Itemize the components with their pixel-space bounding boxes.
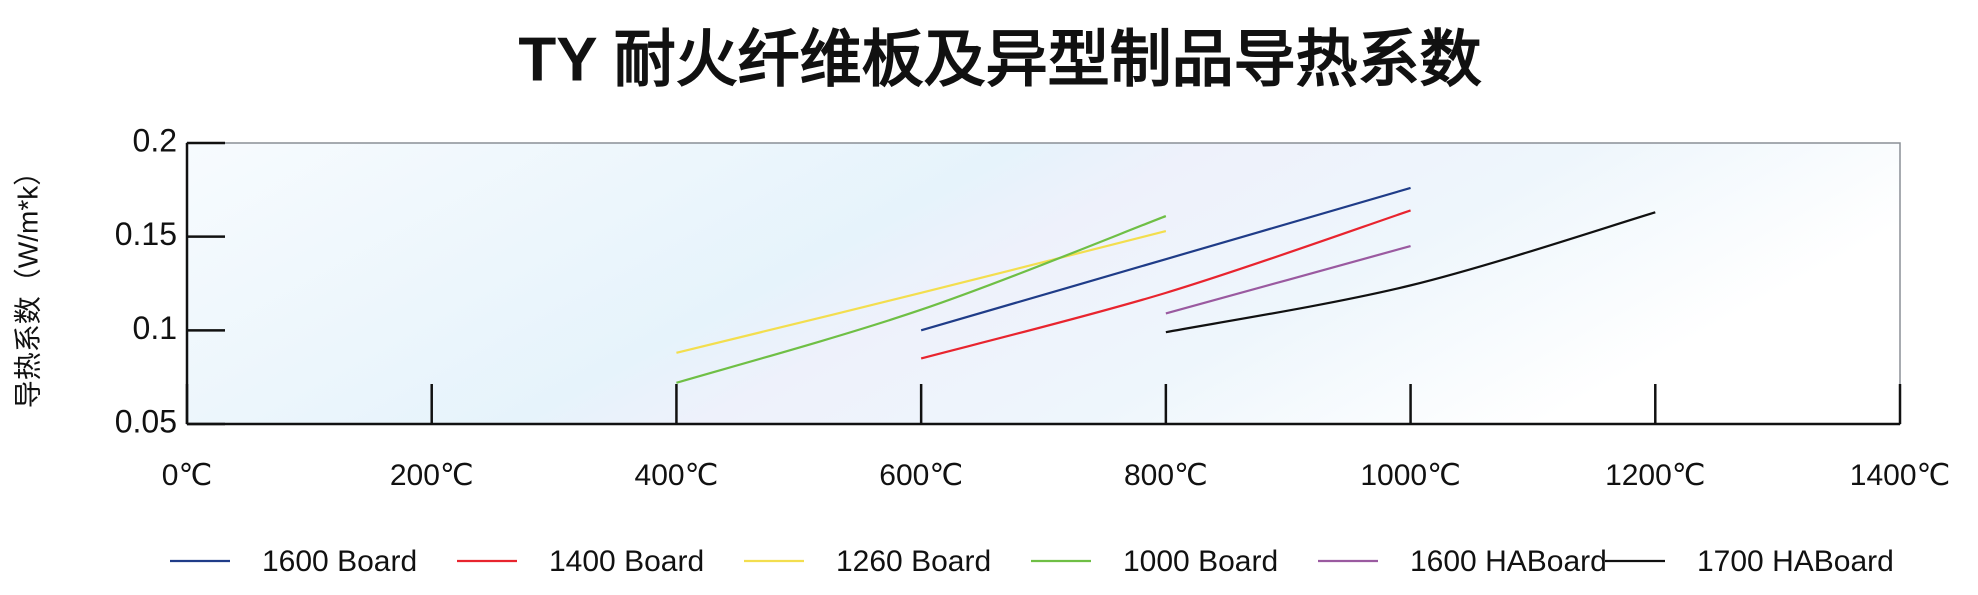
series-line (676, 215, 1167, 384)
legend-label: 1260 Board (836, 545, 991, 578)
legend-label: 1000 Board (1123, 545, 1278, 578)
y-tick-label: 0.05 (115, 403, 177, 439)
x-tick-label: 400℃ (635, 459, 719, 492)
x-tick-label: 1200℃ (1605, 459, 1705, 492)
series-line (920, 209, 1411, 360)
x-tick-label: 1400℃ (1850, 459, 1950, 492)
plot-area (186, 142, 1901, 425)
chart-title: TY 耐火纤维板及异型制品导热系数 (518, 25, 1481, 94)
legend-label: 1600 HABoard (1410, 545, 1607, 578)
series-line (1165, 211, 1656, 334)
x-tick-label: 0℃ (162, 459, 212, 492)
y-axis-label: 导热系数（W/m*k） (12, 158, 43, 408)
series-line (676, 229, 1167, 354)
x-tick-label: 600℃ (879, 459, 963, 492)
series-line (920, 186, 1411, 332)
series-line (1165, 244, 1411, 315)
y-tick-label: 0.15 (115, 216, 177, 252)
x-tick-label: 1000℃ (1360, 459, 1460, 492)
y-tick-label: 0.1 (133, 310, 177, 346)
legend-label: 1600 Board (262, 545, 417, 578)
legend-label: 1700 HABoard (1697, 545, 1894, 578)
y-tick-label: 0.2 (133, 122, 177, 158)
x-tick-label: 800℃ (1124, 459, 1208, 492)
legend-label: 1400 Board (549, 545, 704, 578)
x-tick-label: 200℃ (390, 459, 474, 492)
